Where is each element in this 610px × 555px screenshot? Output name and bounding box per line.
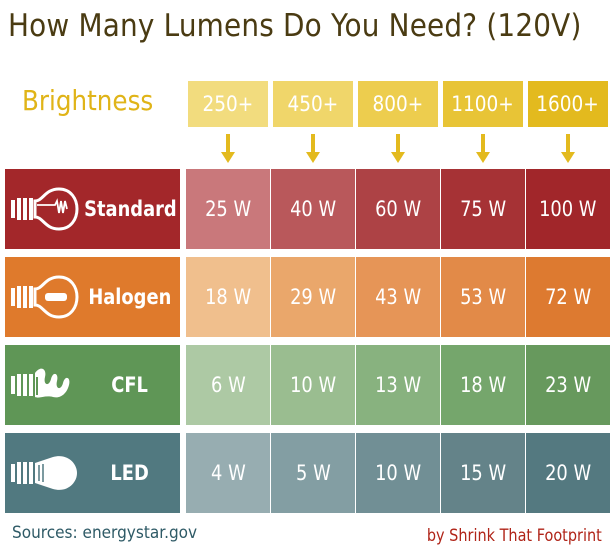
wattage-value: 29 W (289, 285, 337, 309)
lumen-header-text: 1100+ (451, 92, 515, 116)
row-label-text: LED (110, 461, 150, 485)
row-header-cfl: CFL (5, 345, 180, 425)
wattage-value: 4 W (210, 461, 246, 485)
source-note: Sources: energystar.gov (12, 523, 198, 543)
row-label: CFL (75, 373, 185, 397)
wattage-value: 40 W (289, 197, 337, 221)
led-bulb-icon (11, 456, 77, 490)
wattage-cell: 25 W (186, 169, 270, 249)
wattage-value: 72 W (544, 285, 592, 309)
lumen-header-1100plus: 1100+ (443, 81, 523, 127)
wattage-cell: 20 W (526, 433, 610, 513)
incandescent-bulb-icon (11, 187, 79, 231)
wattage-cell: 43 W (356, 257, 440, 337)
wattage-cell: 40 W (271, 169, 355, 249)
row-header-standard: Standard (5, 169, 180, 249)
wattage-value: 23 W (544, 373, 592, 397)
lumen-header-text: 450+ (287, 92, 339, 116)
down-arrow-icon (221, 134, 235, 163)
wattage-cell: 18 W (186, 257, 270, 337)
lumen-header-1600plus: 1600+ (528, 81, 608, 127)
wattage-cell: 10 W (271, 345, 355, 425)
row-header-led: LED (5, 433, 180, 513)
wattage-cell: 29 W (271, 257, 355, 337)
wattage-value: 100 W (539, 197, 597, 221)
wattage-cell: 5 W (271, 433, 355, 513)
wattage-cell: 10 W (356, 433, 440, 513)
wattage-value: 60 W (374, 197, 422, 221)
wattage-value: 53 W (459, 285, 507, 309)
lumen-header-text: 1600+ (536, 92, 600, 116)
row-label: LED (75, 461, 185, 485)
wattage-cell: 23 W (526, 345, 610, 425)
brightness-label: Brightness (22, 84, 154, 117)
lumen-header-text: 250+ (202, 92, 254, 116)
wattage-cell: 53 W (441, 257, 525, 337)
row-header-halogen: Halogen (5, 257, 180, 337)
wattage-value: 75 W (459, 197, 507, 221)
wattage-value: 20 W (544, 461, 592, 485)
wattage-cell: 100 W (526, 169, 610, 249)
row-label-text: Halogen (88, 285, 172, 309)
wattage-value: 18 W (204, 285, 252, 309)
wattage-cell: 60 W (356, 169, 440, 249)
chart-title: How Many Lumens Do You Need? (120V) (8, 8, 582, 44)
wattage-value: 18 W (459, 373, 507, 397)
lumen-header-text: 800+ (372, 92, 424, 116)
wattage-cell: 18 W (441, 345, 525, 425)
wattage-cell: 6 W (186, 345, 270, 425)
wattage-value: 5 W (295, 461, 331, 485)
row-label-text: Standard (83, 197, 177, 221)
cfl-bulb-icon (11, 368, 70, 398)
wattage-cell: 4 W (186, 433, 270, 513)
row-label: Standard (75, 197, 185, 221)
row-label: Halogen (75, 285, 185, 309)
row-label-text: CFL (111, 373, 149, 397)
credit-note: by Shrink That Footprint (427, 526, 602, 546)
wattage-value: 15 W (459, 461, 507, 485)
wattage-value: 25 W (204, 197, 252, 221)
wattage-value: 6 W (210, 373, 246, 397)
down-arrow-icon (391, 134, 405, 163)
lumen-header-250plus: 250+ (188, 81, 268, 127)
lumen-header-800plus: 800+ (358, 81, 438, 127)
lumen-header-450plus: 450+ (273, 81, 353, 127)
wattage-cell: 15 W (441, 433, 525, 513)
wattage-value: 10 W (289, 373, 337, 397)
wattage-cell: 13 W (356, 345, 440, 425)
wattage-value: 10 W (374, 461, 422, 485)
down-arrow-icon (306, 134, 320, 163)
down-arrow-icon (476, 134, 490, 163)
wattage-cell: 72 W (526, 257, 610, 337)
down-arrow-icon (561, 134, 575, 163)
wattage-value: 13 W (374, 373, 422, 397)
halogen-bulb-icon (11, 275, 79, 319)
wattage-value: 43 W (374, 285, 422, 309)
wattage-cell: 75 W (441, 169, 525, 249)
